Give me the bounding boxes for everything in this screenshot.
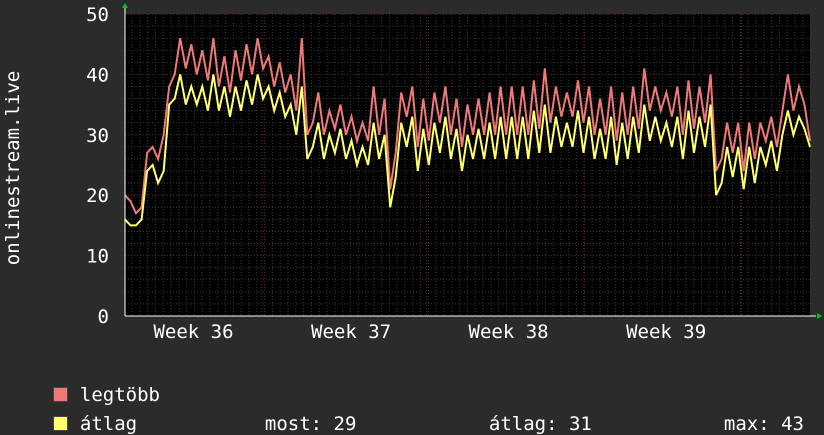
stat-current-value: 29 <box>333 413 357 435</box>
y-axis-arrow <box>122 3 128 8</box>
y-tick-label: 20 <box>86 185 109 207</box>
axes <box>122 3 822 319</box>
stat-max: max: 43 <box>701 391 804 435</box>
legend-swatch-avg <box>52 416 68 431</box>
series-line-max <box>124 38 811 216</box>
y-tick-label: 0 <box>98 306 109 328</box>
stat-average-value: 31 <box>568 413 592 435</box>
stat-max-value: 43 <box>781 413 804 435</box>
stat-current: most: 29 <box>242 391 357 435</box>
x-tick-labels: Week 36 Week 37 Week 38 Week 39 <box>153 321 706 343</box>
y-tick-label: 40 <box>86 64 109 86</box>
x-tick-label: Week 38 <box>469 321 549 343</box>
legend-item-max: legtöbb <box>30 362 160 406</box>
x-tick-label: Week 36 <box>153 321 233 343</box>
y-axis-label: onlinestream.live <box>2 71 24 265</box>
legend-item-avg: átlag <box>30 391 137 435</box>
stat-current-label: most: <box>264 413 323 435</box>
y-tick-labels: 0 10 20 30 40 50 <box>86 4 109 328</box>
legend-label-max: legtöbb <box>79 384 160 406</box>
y-tick-label: 50 <box>86 4 109 26</box>
stat-max-label: max: <box>723 413 770 435</box>
x-tick-label: Week 39 <box>626 321 706 343</box>
series-lines <box>124 38 811 227</box>
chart: 0 10 20 30 40 50 Week 36 Week 37 Week 38 Week 39… <box>2 3 822 343</box>
x-tick-label: Week 37 <box>311 321 391 343</box>
legend-label-avg: átlag <box>79 413 138 435</box>
x-axis-arrow <box>817 313 822 319</box>
legend-swatch-max <box>52 387 68 402</box>
y-tick-label: 10 <box>86 246 109 268</box>
y-tick-label: 30 <box>86 125 109 147</box>
series-line-avg <box>124 74 811 227</box>
stat-average: átlag: 31 <box>466 391 592 435</box>
stat-average-label: átlag: <box>488 413 558 435</box>
